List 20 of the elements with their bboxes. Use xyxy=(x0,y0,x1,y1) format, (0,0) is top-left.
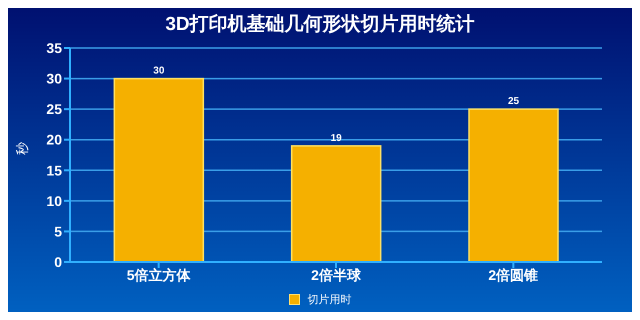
y-tick-label: 35 xyxy=(46,40,62,56)
y-axis-title: 秒 xyxy=(14,142,30,155)
y-tick-label: 20 xyxy=(46,132,62,148)
x-tick-label: 5倍立方体 xyxy=(126,266,192,283)
y-tick-label: 15 xyxy=(46,162,62,178)
bar xyxy=(468,108,559,262)
y-tick-label: 5 xyxy=(54,223,62,240)
data-label: 19 xyxy=(330,132,342,144)
y-tick-label: 30 xyxy=(46,70,62,87)
x-tick-label: 2倍半球 xyxy=(311,266,362,283)
bar xyxy=(114,78,204,262)
data-label: 30 xyxy=(153,66,165,77)
bar xyxy=(290,145,382,262)
legend-label: 切片用时 xyxy=(308,292,352,306)
chart-title: 3D打印机基础几何形状切片用时统计 xyxy=(164,12,476,37)
x-tick-label: 2倍圆锥 xyxy=(488,266,538,283)
data-label: 25 xyxy=(508,96,520,108)
y-tick-label: 25 xyxy=(46,101,62,118)
y-tick-label: 10 xyxy=(46,192,62,209)
y-tick-label: 0 xyxy=(54,254,62,270)
